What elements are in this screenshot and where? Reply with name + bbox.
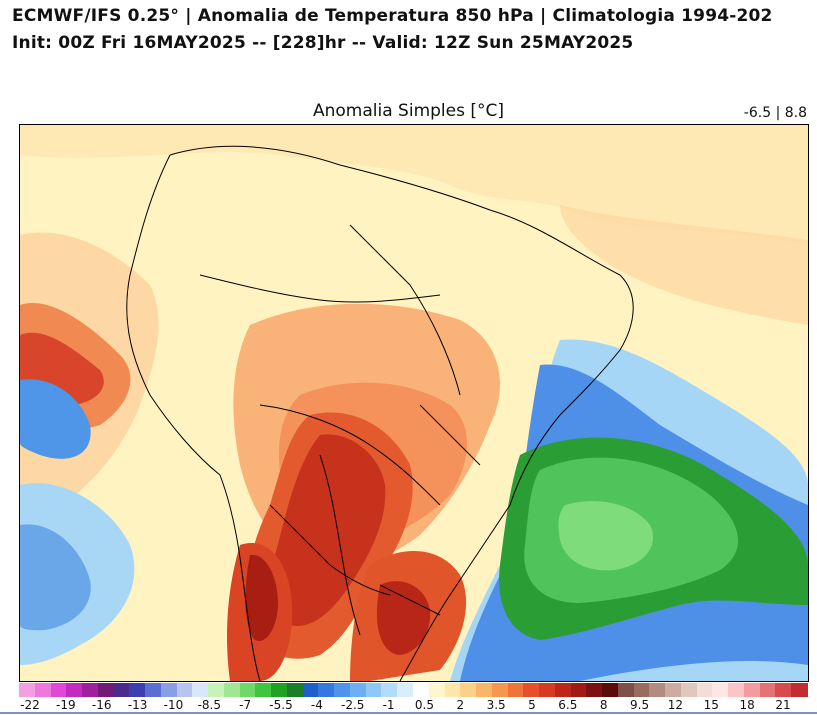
colorbar-label: -4	[310, 698, 323, 712]
colorbar-label: 9.5	[630, 698, 650, 712]
border-argentina-north	[269, 504, 391, 596]
colorbar-label: 8	[599, 698, 608, 712]
colorbar-label: -10	[163, 698, 184, 712]
colorbar-swatch	[34, 683, 52, 697]
colorbar-swatch	[349, 683, 367, 697]
colorbar-swatch	[286, 683, 304, 697]
colorbar-swatch	[444, 683, 461, 697]
colorbar-swatch	[334, 683, 351, 697]
colorbar-swatch	[97, 683, 115, 697]
border-bolivia	[259, 404, 441, 506]
cold-core-pacific-south	[20, 524, 91, 631]
anomaly-map-svg	[20, 125, 808, 681]
map-title: Anomalia Simples [°C]	[313, 101, 504, 121]
colorbar-swatch	[602, 683, 619, 697]
colorbar-label: 6.5	[558, 698, 578, 712]
colorbar-swatch	[413, 683, 430, 697]
colorbar-swatch	[82, 683, 99, 697]
colorbar-swatch	[129, 683, 146, 697]
colorbar-swatch	[712, 683, 729, 697]
colorbar-swatch	[696, 683, 714, 697]
anomaly-range: -6.5 | 8.8	[743, 105, 807, 121]
colorbar	[19, 683, 808, 697]
colorbar-swatch	[728, 683, 745, 697]
colorbar-swatch	[665, 683, 682, 697]
colorbar-swatch	[523, 683, 540, 697]
header-line-2: Init: 00Z Fri 16MAY2025 -- [228]hr -- Va…	[12, 33, 634, 53]
colorbar-label: 5	[528, 698, 536, 712]
cold-patch-pacific-west	[20, 379, 91, 459]
colorbar-label: 12	[667, 698, 684, 712]
colorbar-swatch	[680, 683, 698, 697]
colorbar-swatch	[176, 683, 193, 697]
coastline-west	[126, 154, 261, 681]
colorbar-swatch	[428, 683, 446, 697]
colorbar-swatch	[192, 683, 209, 697]
colorbar-swatch	[586, 683, 603, 697]
colorbar-label: -19	[56, 698, 76, 712]
colorbar-swatch	[302, 683, 320, 697]
border-paraguay	[319, 454, 361, 636]
country-borders	[126, 145, 634, 681]
colorbar-swatch	[223, 683, 241, 697]
colorbar-swatch	[145, 683, 162, 697]
colorbar-swatch	[476, 683, 493, 697]
colorbar-label: 3.5	[486, 698, 506, 712]
coastline-east	[169, 145, 634, 681]
colorbar-label: -7	[239, 698, 252, 712]
colorbar-swatch	[743, 683, 761, 697]
colorbar-swatch	[617, 683, 635, 697]
colorbar-label: -1	[382, 698, 395, 712]
cold-green-atlantic-core	[558, 501, 654, 571]
colorbar-label: -13	[127, 698, 148, 712]
border-amazon	[199, 274, 441, 303]
colorbar-swatch	[554, 683, 572, 697]
colorbar-swatch	[397, 683, 414, 697]
bottom-divider	[0, 712, 817, 714]
border-uruguay	[379, 584, 441, 616]
colorbar-swatch	[775, 683, 792, 697]
border-brazil-states	[349, 224, 461, 396]
warm-peak-uruguay	[376, 581, 431, 655]
colorbar-label: -2.5	[340, 698, 365, 712]
colorbar-label: 15	[703, 698, 719, 712]
colorbar-label: -5.5	[269, 698, 293, 712]
colorbar-swatch	[50, 683, 67, 697]
colorbar-swatch	[365, 683, 383, 697]
warm-patch-atlantic-north	[560, 205, 808, 325]
colorbar-label: 21	[775, 698, 791, 712]
colorbar-labels: -22 -19 -16 -13 -10 -8.5 -7 -5.5 -4 -2.5 -1 0.5 2 3.5…	[0, 698, 817, 714]
colorbar-label: 18	[739, 698, 755, 712]
colorbar-swatch	[633, 683, 650, 697]
colorbar-swatch	[239, 683, 256, 697]
colorbar-swatch	[791, 683, 808, 697]
colorbar-swatch	[318, 683, 335, 697]
warm-patch-north	[20, 125, 808, 245]
colorbar-swatch	[460, 683, 477, 697]
anomaly-map	[19, 124, 809, 682]
colorbar-swatch	[271, 683, 288, 697]
colorbar-label: 0.5	[414, 698, 434, 712]
colorbar-swatch	[113, 683, 130, 697]
colorbar-label: -22	[20, 698, 40, 712]
colorbar-label: -8.5	[197, 698, 221, 712]
colorbar-swatch	[19, 683, 36, 697]
colorbar-swatch	[507, 683, 524, 697]
colorbar-swatch	[381, 683, 398, 697]
colorbar-swatch	[160, 683, 178, 697]
colorbar-label: -16	[91, 698, 112, 712]
colorbar-swatch	[491, 683, 509, 697]
colorbar-swatch	[649, 683, 666, 697]
colorbar-swatch	[208, 683, 225, 697]
colorbar-label: 2	[456, 698, 465, 712]
border-brazil-states-2	[419, 404, 481, 466]
warm-peak-paraguay	[270, 434, 386, 626]
colorbar-swatch	[539, 683, 556, 697]
colorbar-swatch	[570, 683, 587, 697]
warm-peak-argentina	[245, 554, 278, 641]
colorbar-swatch	[759, 683, 777, 697]
colorbar-swatch	[66, 683, 83, 697]
colorbar-swatch	[255, 683, 272, 697]
header-line-1: ECMWF/IFS 0.25° | Anomalia de Temperatur…	[12, 6, 773, 26]
